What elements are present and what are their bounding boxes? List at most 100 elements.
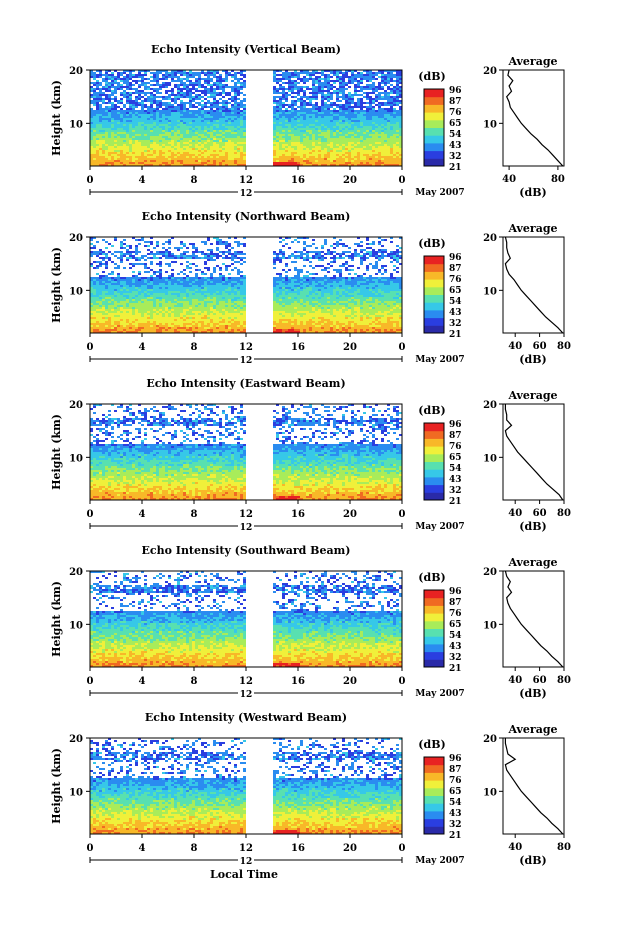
heatmap-cell	[168, 162, 171, 164]
heatmap-cell	[117, 285, 120, 287]
heatmap-cell	[198, 142, 201, 144]
heatmap-cell	[108, 88, 111, 90]
heatmap-cell	[195, 134, 198, 136]
heatmap-cell	[369, 158, 372, 160]
heatmap-cell	[336, 162, 339, 164]
heatmap-cell	[390, 90, 393, 92]
heatmap-cell	[300, 164, 303, 166]
heatmap-cell	[90, 128, 93, 130]
heatmap-cell	[360, 150, 363, 152]
heatmap-cell	[129, 100, 132, 102]
heatmap-cell	[273, 100, 276, 102]
heatmap-cell	[183, 158, 186, 160]
heatmap-cell	[138, 319, 141, 321]
heatmap-cell	[111, 323, 114, 325]
heatmap-cell	[327, 128, 330, 130]
heatmap-cell	[396, 98, 399, 100]
heatmap-cell	[312, 138, 315, 140]
heatmap-cell	[156, 70, 159, 72]
heatmap-cell	[243, 100, 246, 102]
heatmap-cell	[372, 156, 375, 158]
heatmap-cell	[222, 150, 225, 152]
heatmap-cell	[378, 108, 381, 110]
heatmap-cell	[318, 72, 321, 74]
heatmap-cell	[135, 331, 138, 333]
heatmap-cell	[297, 138, 300, 140]
heatmap-cell	[162, 110, 165, 112]
heatmap-cell	[375, 140, 378, 142]
heatmap-cell	[93, 100, 96, 102]
heatmap-cell	[108, 106, 111, 108]
heatmap-cell	[321, 164, 324, 166]
heatmap-cell	[150, 253, 153, 255]
heatmap-cell	[135, 106, 138, 108]
heatmap-cell	[291, 114, 294, 116]
heatmap-cell	[300, 120, 303, 122]
heatmap-cell	[195, 98, 198, 100]
heatmap-cell	[387, 158, 390, 160]
heatmap-cell	[333, 136, 336, 138]
heatmap-cell	[126, 299, 129, 301]
heatmap-cell	[141, 299, 144, 301]
heatmap-cell	[360, 112, 363, 114]
heatmap-cell	[381, 144, 384, 146]
heatmap-cell	[390, 154, 393, 156]
heatmap-cell	[348, 158, 351, 160]
heatmap-cell	[324, 112, 327, 114]
heatmap-cell	[108, 283, 111, 285]
heatmap-cell	[291, 150, 294, 152]
heatmap-cell	[93, 158, 96, 160]
heatmap-cell	[204, 78, 207, 80]
heatmap-cell	[276, 70, 279, 72]
heatmap-cell	[168, 146, 171, 148]
heatmap-cell	[96, 88, 99, 90]
heatmap-cell	[192, 152, 195, 154]
heatmap-cell	[369, 140, 372, 142]
heatmap-cell	[135, 323, 138, 325]
heatmap-cell	[366, 102, 369, 104]
heatmap-cell	[180, 152, 183, 154]
heatmap-cell	[162, 86, 165, 88]
heatmap-cell	[309, 140, 312, 142]
heatmap-cell	[216, 102, 219, 104]
heatmap-cell	[201, 134, 204, 136]
heatmap-cell	[300, 118, 303, 120]
heatmap-cell	[348, 126, 351, 128]
heatmap-cell	[189, 126, 192, 128]
heatmap-cell	[372, 130, 375, 132]
heatmap-cell	[213, 90, 216, 92]
heatmap-cell	[138, 102, 141, 104]
heatmap-cell	[279, 124, 282, 126]
heatmap-cell	[357, 90, 360, 92]
heatmap-cell	[285, 100, 288, 102]
heatmap-cell	[126, 317, 129, 319]
heatmap-cell	[225, 92, 228, 94]
heatmap-cell	[123, 287, 126, 289]
heatmap-cell	[144, 331, 147, 333]
heatmap-cell	[96, 321, 99, 323]
heatmap-cell	[378, 82, 381, 84]
heatmap-cell	[117, 154, 120, 156]
heatmap-cell	[321, 74, 324, 76]
heatmap-cell	[93, 321, 96, 323]
heatmap-cell	[291, 158, 294, 160]
heatmap-cell	[381, 110, 384, 112]
heatmap-cell	[108, 126, 111, 128]
heatmap-cell	[165, 90, 168, 92]
heatmap-cell	[111, 253, 114, 255]
heatmap-cell	[123, 120, 126, 122]
heatmap-cell	[381, 162, 384, 164]
heatmap-cell	[213, 154, 216, 156]
heatmap-cell	[144, 303, 147, 305]
heatmap-cell	[135, 100, 138, 102]
heatmap-cell	[330, 140, 333, 142]
heatmap-cell	[132, 311, 135, 313]
heatmap-cell	[315, 76, 318, 78]
heatmap-cell	[108, 323, 111, 325]
heatmap-cell	[180, 110, 183, 112]
heatmap-cell	[99, 90, 102, 92]
heatmap-cell	[135, 285, 138, 287]
heatmap-cell	[393, 108, 396, 110]
heatmap-cell	[318, 118, 321, 120]
heatmap-cell	[192, 132, 195, 134]
